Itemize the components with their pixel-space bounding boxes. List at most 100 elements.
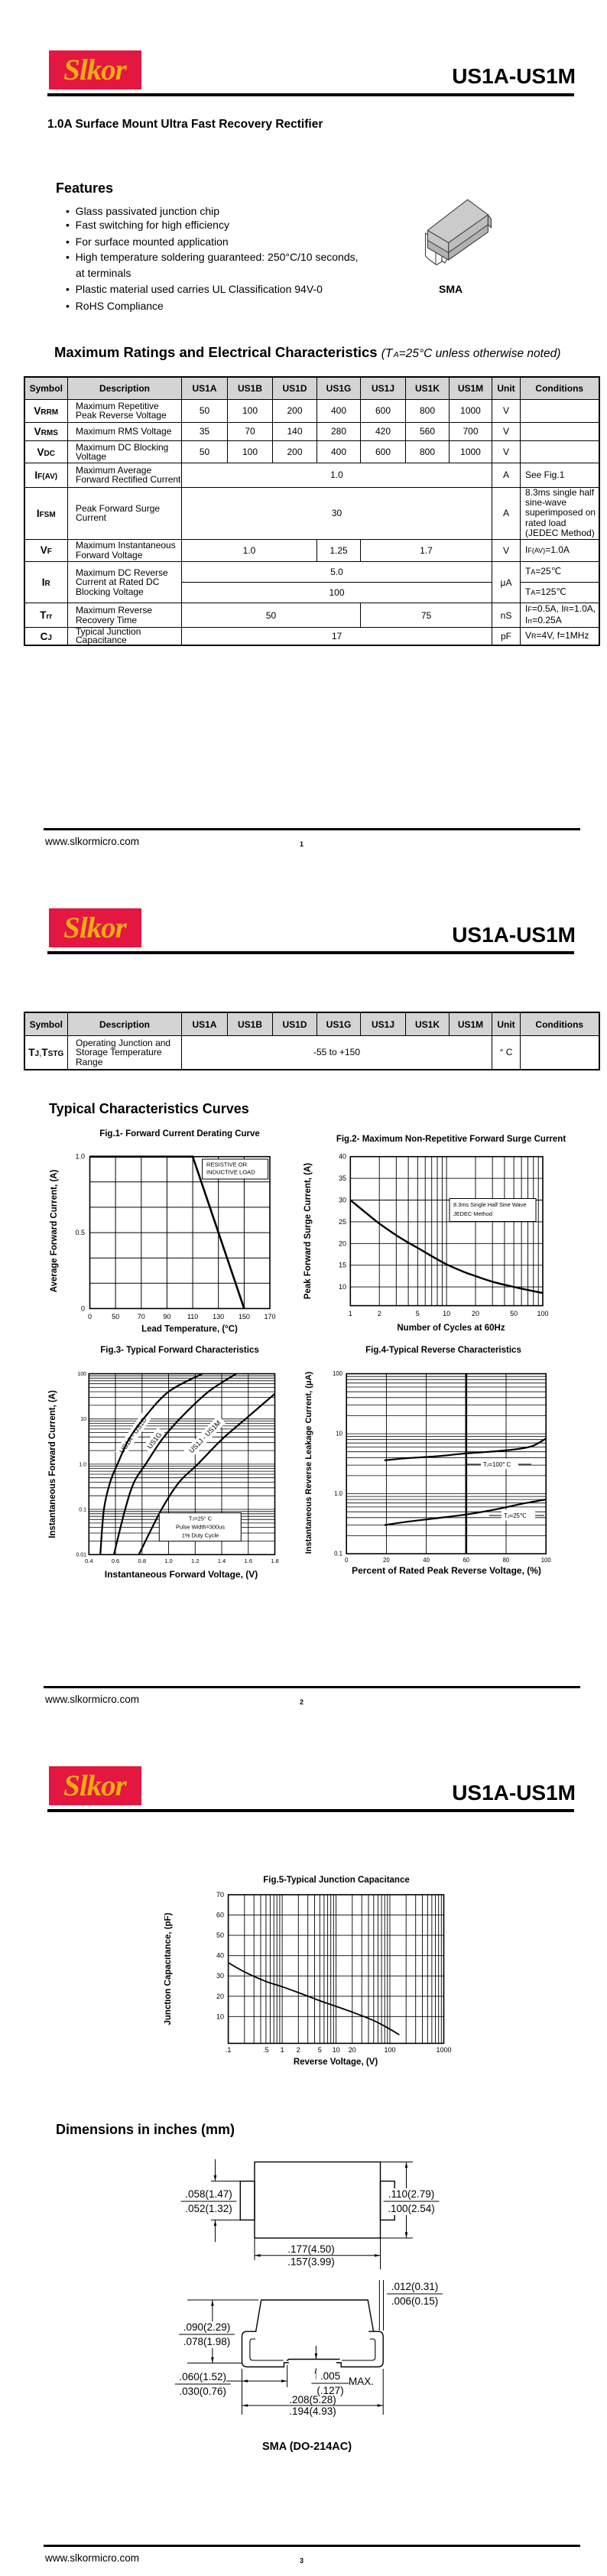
svg-text:.058(1.47): .058(1.47)	[185, 2188, 232, 2200]
svg-text:Pulse Width=300us: Pulse Width=300us	[176, 1524, 225, 1531]
svg-text:TJ=25℃: TJ=25℃	[504, 1512, 527, 1519]
svg-text:.177(4.50): .177(4.50)	[287, 2243, 335, 2255]
svg-text:0.1: 0.1	[334, 1551, 342, 1558]
svg-text:.157(3.99): .157(3.99)	[287, 2256, 335, 2268]
svg-text:50: 50	[216, 1931, 224, 1939]
svg-text:.1: .1	[226, 2046, 232, 2054]
svg-text:.110(2.79): .110(2.79)	[388, 2188, 435, 2200]
svg-text:15: 15	[339, 1262, 346, 1269]
svg-text:(.127): (.127)	[316, 2385, 343, 2396]
svg-text:60: 60	[216, 1912, 224, 1919]
svg-text:1% Duty Cycle: 1% Duty Cycle	[182, 1532, 219, 1539]
svg-text:Instantaneous Reverse Leakage: Instantaneous Reverse Leakage Current, (…	[304, 1371, 313, 1554]
svg-text:TJ=100° C: TJ=100° C	[483, 1461, 511, 1468]
svg-text:20: 20	[472, 1310, 479, 1317]
svg-text:10: 10	[339, 1283, 346, 1291]
svg-text:Lead Temperature, (°C): Lead Temperature, (°C)	[141, 1325, 238, 1334]
svg-text:0.6: 0.6	[112, 1558, 120, 1564]
svg-text:.005: .005	[320, 2370, 340, 2382]
svg-text:25: 25	[339, 1218, 346, 1226]
svg-text:.006(0.15): .006(0.15)	[391, 2295, 439, 2307]
svg-text:100: 100	[384, 2046, 395, 2054]
svg-text:100: 100	[333, 1370, 343, 1377]
svg-text:20: 20	[349, 2046, 356, 2054]
svg-text:20: 20	[383, 1557, 390, 1564]
svg-text:50: 50	[112, 1313, 119, 1320]
svg-text:60: 60	[463, 1557, 469, 1564]
svg-text:1.4: 1.4	[218, 1558, 226, 1564]
svg-text:100: 100	[541, 1557, 552, 1564]
svg-text:.012(0.31): .012(0.31)	[391, 2281, 439, 2292]
svg-text:0.4: 0.4	[85, 1558, 93, 1564]
svg-text:1.2: 1.2	[191, 1558, 200, 1564]
svg-text:100: 100	[537, 1310, 548, 1317]
svg-text:Number of Cycles at 60Hz: Number of Cycles at 60Hz	[397, 1324, 505, 1333]
svg-text:1000: 1000	[436, 2046, 451, 2054]
svg-text:8.3ms Single Half Sine Wave: 8.3ms Single Half Sine Wave	[453, 1201, 526, 1208]
svg-text:0: 0	[345, 1557, 349, 1564]
svg-text:Percent of Rated Peak Reverse: Percent of Rated Peak Reverse Voltage, (…	[352, 1565, 541, 1576]
svg-text:0: 0	[88, 1313, 92, 1320]
svg-text:Reverse Voltage, (V): Reverse Voltage, (V)	[294, 2058, 378, 2067]
svg-text:JEDEC Method: JEDEC Method	[453, 1210, 492, 1217]
svg-text:10: 10	[336, 1431, 342, 1437]
svg-text:20: 20	[216, 1993, 224, 2000]
svg-text:80: 80	[503, 1557, 510, 1564]
svg-text:110: 110	[187, 1313, 198, 1320]
svg-text:40: 40	[423, 1557, 430, 1564]
svg-text:1.0: 1.0	[79, 1462, 86, 1467]
svg-text:.5: .5	[263, 2046, 269, 2054]
svg-text:10: 10	[333, 2046, 340, 2054]
svg-text:1.0: 1.0	[334, 1490, 343, 1497]
svg-text:.078(1.98): .078(1.98)	[183, 2336, 231, 2347]
svg-text:MAX.: MAX.	[349, 2376, 374, 2387]
svg-text:1.6: 1.6	[245, 1558, 253, 1564]
svg-text:0: 0	[81, 1304, 85, 1312]
svg-text:40: 40	[339, 1153, 346, 1161]
svg-text:90: 90	[163, 1313, 170, 1320]
svg-text:.194(4.93): .194(4.93)	[289, 2405, 336, 2417]
svg-text:70: 70	[216, 1891, 224, 1899]
svg-text:.052(1.32): .052(1.32)	[185, 2203, 232, 2214]
svg-text:150: 150	[239, 1313, 250, 1320]
svg-text:.090(2.29): .090(2.29)	[183, 2321, 231, 2333]
svg-text:100: 100	[77, 1372, 86, 1377]
svg-text:30: 30	[216, 1972, 224, 1980]
svg-text:5: 5	[318, 2046, 322, 2054]
svg-text:10: 10	[443, 1310, 450, 1317]
svg-text:2: 2	[297, 2046, 300, 2054]
svg-text:.100(2.54): .100(2.54)	[388, 2203, 435, 2214]
svg-text:1: 1	[349, 1310, 352, 1317]
svg-text:130: 130	[213, 1313, 224, 1320]
svg-text:.030(0.76): .030(0.76)	[179, 2386, 226, 2397]
svg-text:20: 20	[339, 1239, 346, 1247]
svg-text:30: 30	[339, 1197, 346, 1204]
svg-text:Instantaneous Forward Voltage,: Instantaneous Forward Voltage, (V)	[105, 1569, 258, 1580]
svg-text:RESISTIVE OR: RESISTIVE OR	[206, 1161, 248, 1168]
svg-text:.060(1.52): .060(1.52)	[179, 2371, 226, 2383]
svg-text:1.8: 1.8	[271, 1558, 279, 1564]
svg-text:70: 70	[138, 1313, 145, 1320]
svg-text:10: 10	[80, 1417, 86, 1422]
svg-text:0.8: 0.8	[138, 1558, 147, 1564]
svg-text:10: 10	[216, 2012, 224, 2020]
svg-text:INDUCTIVE LOAD: INDUCTIVE LOAD	[206, 1169, 255, 1176]
svg-text:0.1: 0.1	[79, 1508, 86, 1513]
svg-text:2: 2	[378, 1310, 381, 1317]
svg-text:Peak Forward Surge Current, (A: Peak Forward Surge Current, (A)	[304, 1163, 313, 1299]
svg-text:Instantaneous Forward Current,: Instantaneous Forward Current, (A)	[48, 1390, 57, 1538]
svg-text:5: 5	[416, 1310, 420, 1317]
svg-text:35: 35	[339, 1174, 346, 1182]
svg-text:TJ=25° C: TJ=25° C	[189, 1515, 213, 1522]
svg-text:1.0: 1.0	[164, 1558, 173, 1564]
svg-text:Junction Capacitance, (pF): Junction Capacitance, (pF)	[164, 1912, 173, 2025]
svg-text:170: 170	[264, 1313, 275, 1320]
svg-text:1.0: 1.0	[75, 1153, 85, 1161]
svg-text:40: 40	[216, 1952, 224, 1960]
svg-text:0.01: 0.01	[76, 1553, 86, 1558]
svg-text:0.5: 0.5	[75, 1229, 85, 1236]
svg-text:50: 50	[510, 1310, 518, 1317]
svg-text:.208(5.28): .208(5.28)	[289, 2394, 336, 2405]
svg-text:Average Forward Current, (A): Average Forward Current, (A)	[50, 1170, 59, 1293]
svg-text:1: 1	[281, 2046, 284, 2054]
